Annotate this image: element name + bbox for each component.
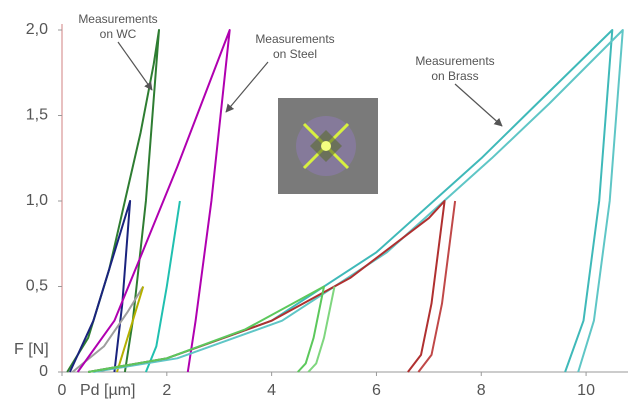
y-tick-label: 0,5 bbox=[26, 278, 48, 295]
plot-area bbox=[58, 24, 628, 376]
x-tick-label: 4 bbox=[267, 382, 276, 399]
x-tick-label: 10 bbox=[577, 382, 595, 399]
curve bbox=[117, 287, 143, 373]
x-tick-label: 2 bbox=[162, 382, 171, 399]
y-tick-label: 1,5 bbox=[26, 107, 48, 124]
x-tick-label: 0 bbox=[58, 382, 67, 399]
curve bbox=[146, 201, 180, 372]
x-tick-label: 6 bbox=[372, 382, 381, 399]
inset-image bbox=[278, 98, 378, 194]
y-axis-label: F [N] bbox=[14, 341, 49, 358]
y-tick-label: 2,0 bbox=[26, 21, 48, 38]
curve bbox=[78, 30, 230, 372]
curve bbox=[93, 30, 622, 372]
curve bbox=[418, 201, 455, 372]
curve bbox=[70, 201, 130, 372]
annotation-arrow bbox=[118, 42, 152, 90]
curve bbox=[88, 201, 444, 372]
annotation-text: on Steel bbox=[273, 47, 317, 61]
x-axis-label: Pd [µm] bbox=[80, 382, 135, 399]
x-tick-label: 8 bbox=[477, 382, 486, 399]
chart: 0 0,5 1,0 1,5 2,0 0 2 4 6 8 10 Pd [µm] F [N] Measurem… bbox=[0, 0, 629, 401]
y-tick-label: 1,0 bbox=[26, 192, 48, 209]
annotation-text: Measurements bbox=[78, 12, 157, 26]
y-tick-label: 0 bbox=[39, 363, 48, 380]
curve bbox=[88, 30, 612, 372]
annotation-arrow bbox=[455, 84, 502, 126]
annotation-text: on Brass bbox=[431, 69, 478, 83]
annotation-text: on WC bbox=[100, 27, 137, 41]
annotation-text: Measurements bbox=[415, 54, 494, 68]
annotation-arrow bbox=[226, 62, 268, 112]
annotation-text: Measurements bbox=[255, 32, 334, 46]
